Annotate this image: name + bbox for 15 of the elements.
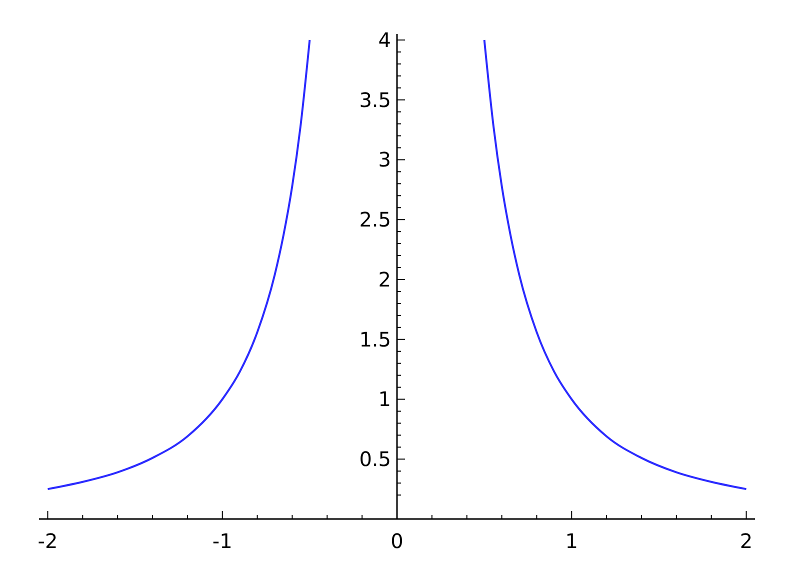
y-tick-label: 4 — [378, 28, 391, 52]
y-tick-label: 3.5 — [359, 88, 391, 112]
x-tick-label: -2 — [38, 529, 58, 553]
x-tick-label: -1 — [212, 529, 232, 553]
x-tick-label: 2 — [740, 529, 753, 553]
y-tick-label: 3 — [378, 148, 391, 172]
y-tick-label: 2.5 — [359, 208, 391, 232]
y-tick-label: 0.5 — [359, 447, 391, 472]
line-series — [483, 38, 748, 490]
x-tick-label: 1 — [565, 529, 578, 553]
y-tick-label: 1 — [378, 387, 391, 412]
y-tick-label: 1.5 — [359, 327, 391, 352]
x-tick-label: 0 — [390, 529, 404, 553]
line-series — [46, 38, 311, 490]
y-tick-label: 2 — [378, 267, 391, 292]
